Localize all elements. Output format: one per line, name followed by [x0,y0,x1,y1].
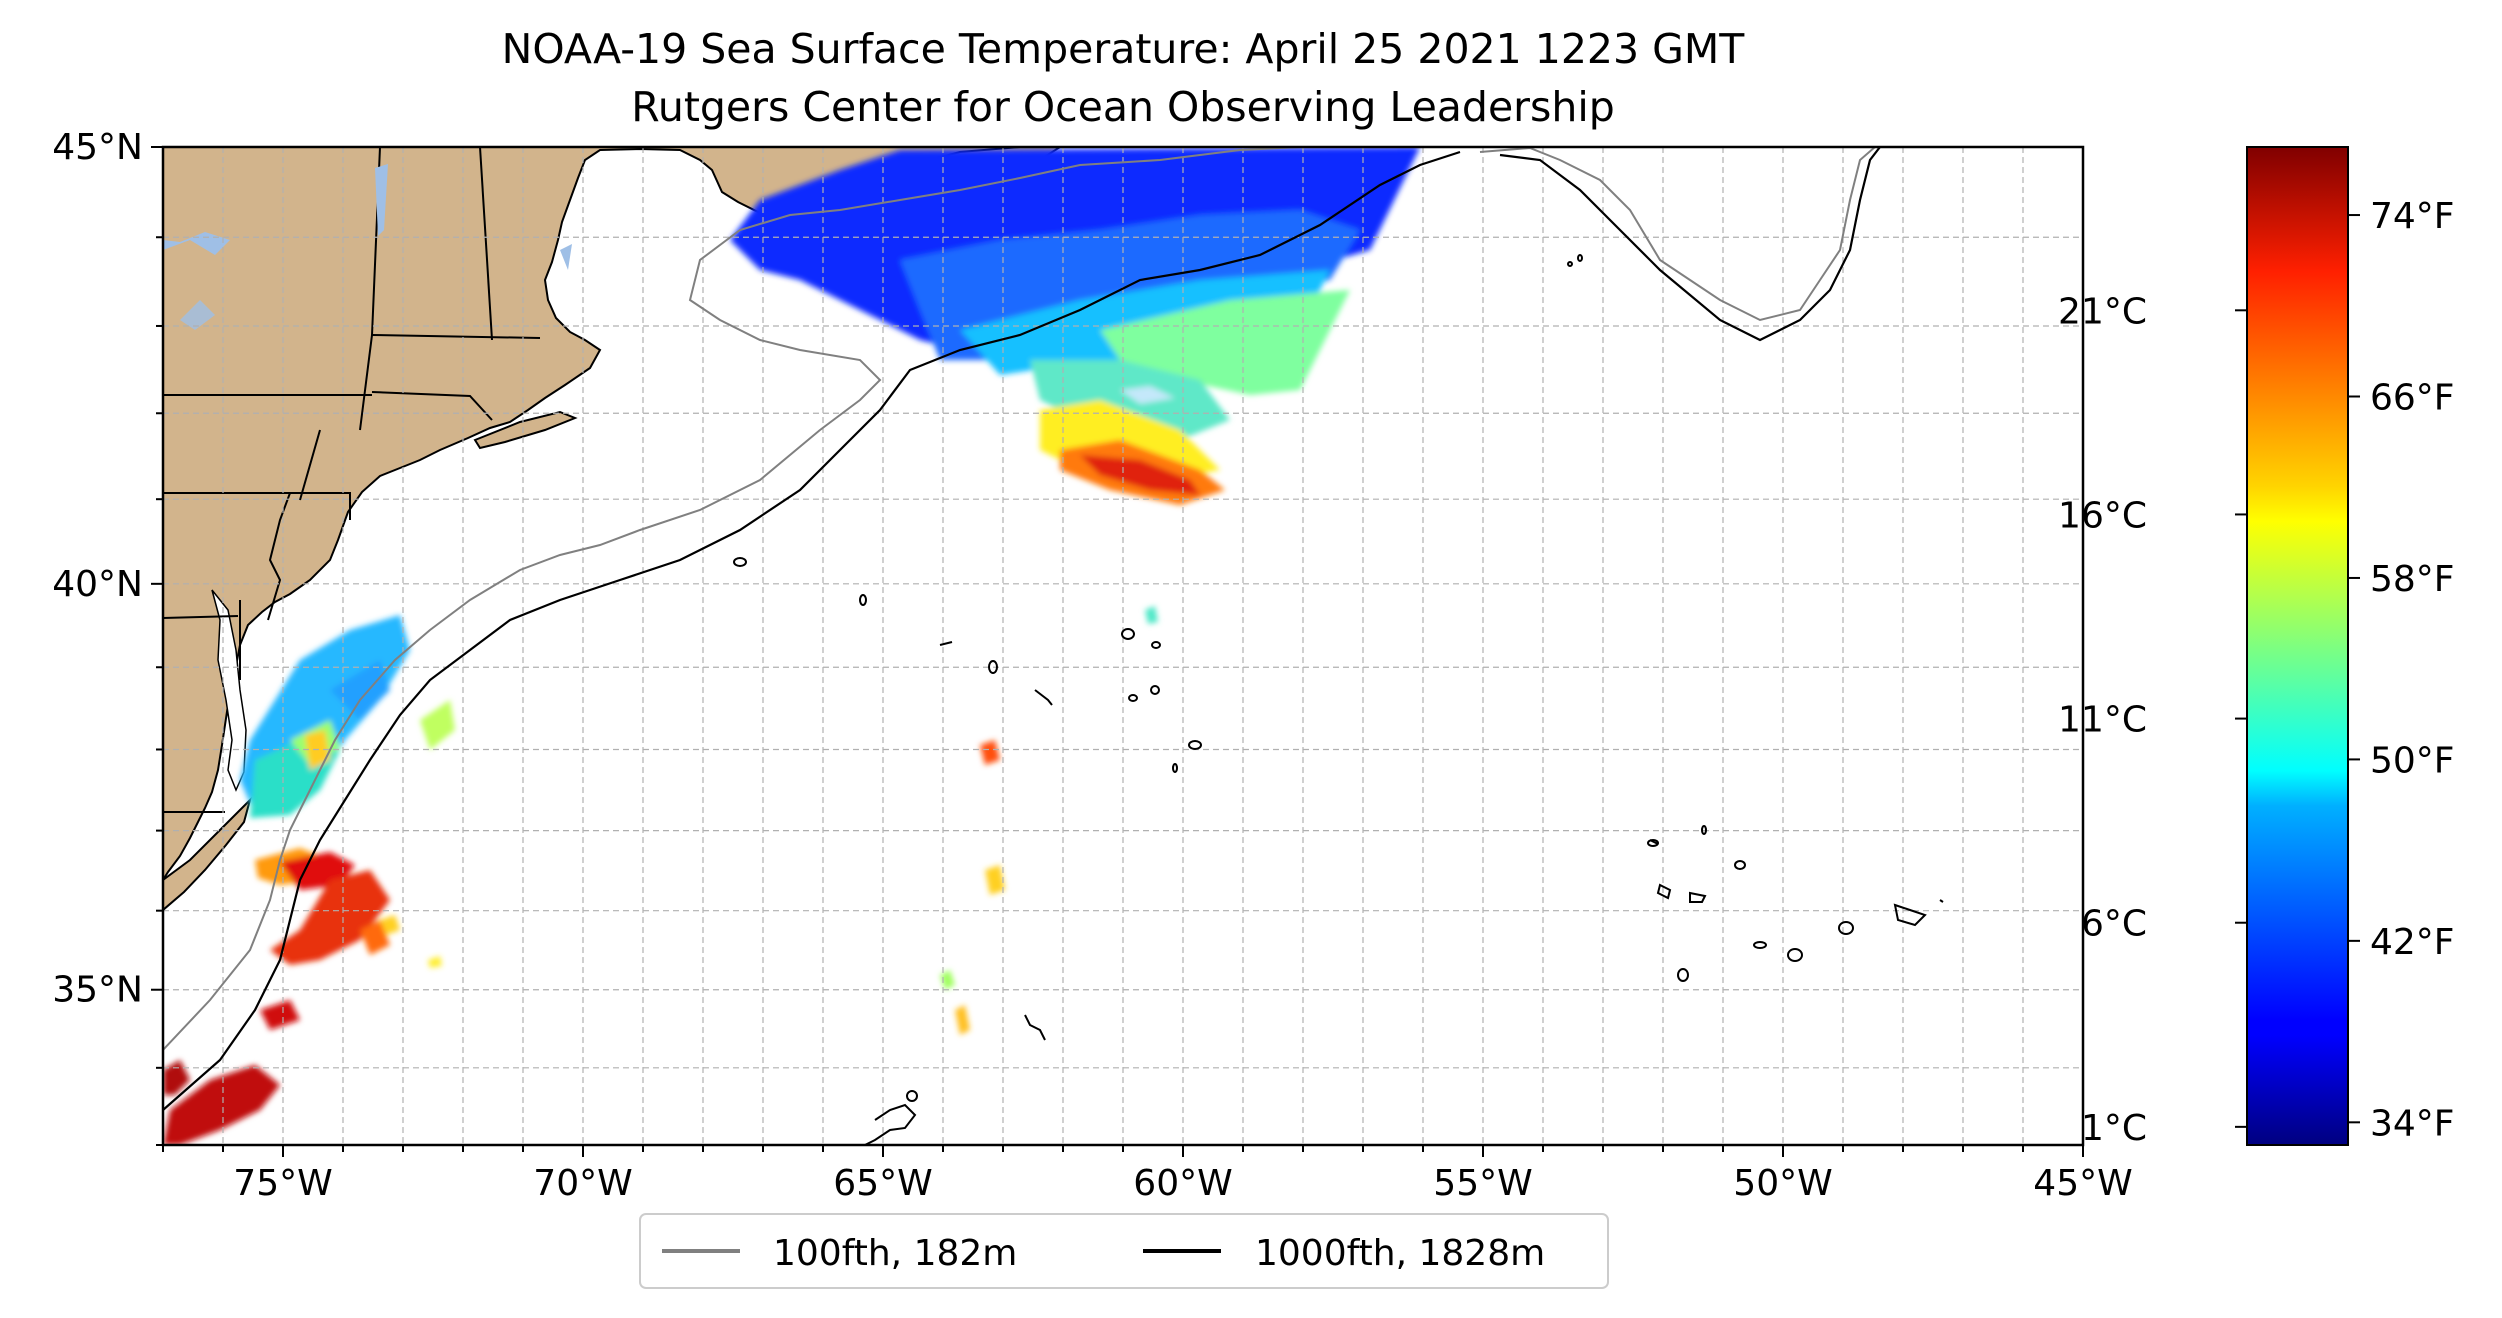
map-title-line2: Rutgers Center for Ocean Observing Leade… [631,83,1615,131]
land-long-island [473,410,578,450]
map-title-line1: NOAA-19 Sea Surface Temperature: April 2… [502,25,1746,73]
colorbar-c-label: 16°C [2058,495,2147,536]
colorbar-f-label: 74°F [2370,196,2455,237]
colorbar-f-label: 58°F [2370,559,2455,600]
y-axis: 45°N 40°N 35°N [52,127,163,1146]
y-tick-label: 45°N [52,127,143,168]
x-tick-label: 65°W [833,1163,932,1204]
colorbar-c-label: 21°C [2058,291,2147,332]
land-outer-banks [163,796,252,912]
x-tick-label: 60°W [1133,1163,1232,1204]
y-tick-label: 35°N [52,970,143,1011]
colorbar-celsius-axis: 21°C 16°C 11°C 6°C 1°C [2058,291,2247,1149]
grid-lines [163,147,2083,1145]
colorbar-f-label: 50°F [2370,740,2455,781]
colorbar-gradient [2246,146,2349,1146]
chesapeake-bay [211,589,247,792]
isobath-100fth [163,147,1876,1051]
colorbar-fahrenheit-axis: 74°F 66°F 58°F 50°F 42°F 34°F [2348,196,2455,1144]
state-borders [163,147,541,813]
colorbar-c-label: 11°C [2058,700,2147,741]
map-panel [163,147,2083,1145]
colorbar-c-label: 1°C [2081,1108,2147,1149]
seamount-contours [733,254,1944,1145]
x-axis: 75°W 70°W 65°W 60°W 55°W 50°W 45°W [162,1145,2133,1204]
colorbar-f-label: 42°F [2370,922,2455,963]
colorbar-f-label: 66°F [2370,378,2455,419]
legend: 100fth, 182m 1000fth, 1828m [639,1213,1609,1289]
sst-southern [163,606,1158,1145]
isobath-1000fth [163,147,1881,1111]
legend-label-100fth: 100fth, 182m [773,1233,1017,1274]
colorbar: 21°C 16°C 11°C 6°C 1°C 74°F 66°F 58°F 50°F 42°F 3… [2058,146,2455,1149]
colorbar-f-label: 34°F [2370,1103,2455,1144]
y-tick-label: 40°N [52,564,143,605]
x-tick-label: 55°W [1433,1163,1532,1204]
x-tick-label: 75°W [233,1163,332,1204]
x-tick-label: 50°W [1733,1163,1832,1204]
x-tick-label: 45°W [2033,1163,2132,1204]
legend-label-1000fth: 1000fth, 1828m [1255,1233,1545,1274]
legend-box [639,1213,1609,1289]
x-tick-label: 70°W [533,1163,632,1204]
sst-mid-atlantic [240,615,455,818]
colorbar-c-label: 6°C [2081,904,2147,945]
